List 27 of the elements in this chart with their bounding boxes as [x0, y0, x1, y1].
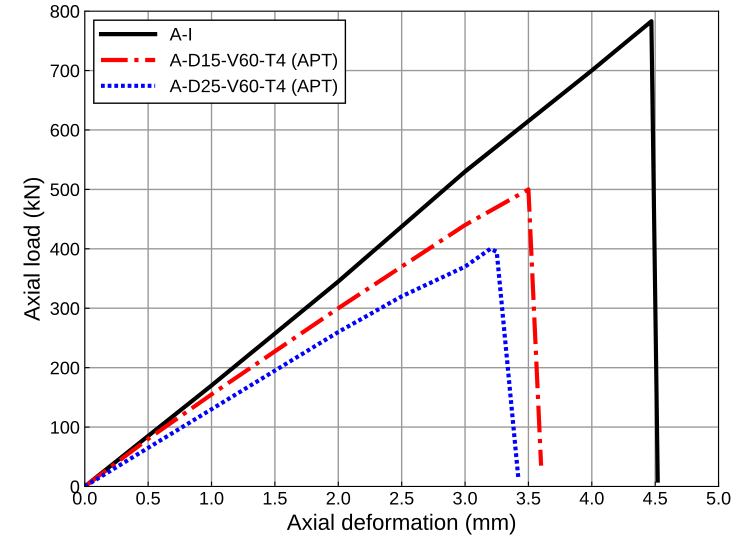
y-axis-title: Axial load (kN) — [24, 178, 44, 322]
y-tick-label: 0 — [70, 480, 80, 494]
x-tick-label: 4.0 — [580, 492, 604, 505]
y-tick-label: 600 — [50, 124, 80, 137]
x-tick-label: 0.0 — [72, 492, 97, 505]
legend-label: A-D15-V60-T4 (APT) — [170, 53, 338, 70]
x-tick-label: 4.5 — [643, 492, 667, 505]
x-tick-label: 3.5 — [516, 492, 540, 505]
x-tick-label: 2.5 — [390, 492, 414, 505]
line-series — [84, 246, 520, 486]
legend-label: A-D25-V60-T4 (APT) — [170, 79, 338, 96]
x-tick-label: 1.5 — [264, 492, 287, 505]
y-tick-label: 300 — [50, 302, 80, 315]
x-tick-label: 3.0 — [453, 492, 477, 505]
y-tick-label: 800 — [50, 5, 80, 18]
x-tick-label: 0.5 — [136, 492, 160, 505]
legend-label: A-I — [170, 28, 192, 40]
x-tick-label: 2.0 — [326, 492, 350, 505]
x-tick-label: 1.0 — [200, 492, 224, 505]
x-axis-title: Axial deformation (mm) — [286, 514, 516, 534]
y-tick-label: 200 — [50, 362, 80, 374]
line-series — [84, 187, 544, 486]
y-tick-label: 400 — [50, 242, 80, 256]
y-tick-label: 500 — [50, 183, 80, 196]
x-tick-label: 5.0 — [706, 492, 730, 505]
y-tick-label: 100 — [51, 421, 80, 434]
y-tick-label: 700 — [50, 64, 80, 78]
